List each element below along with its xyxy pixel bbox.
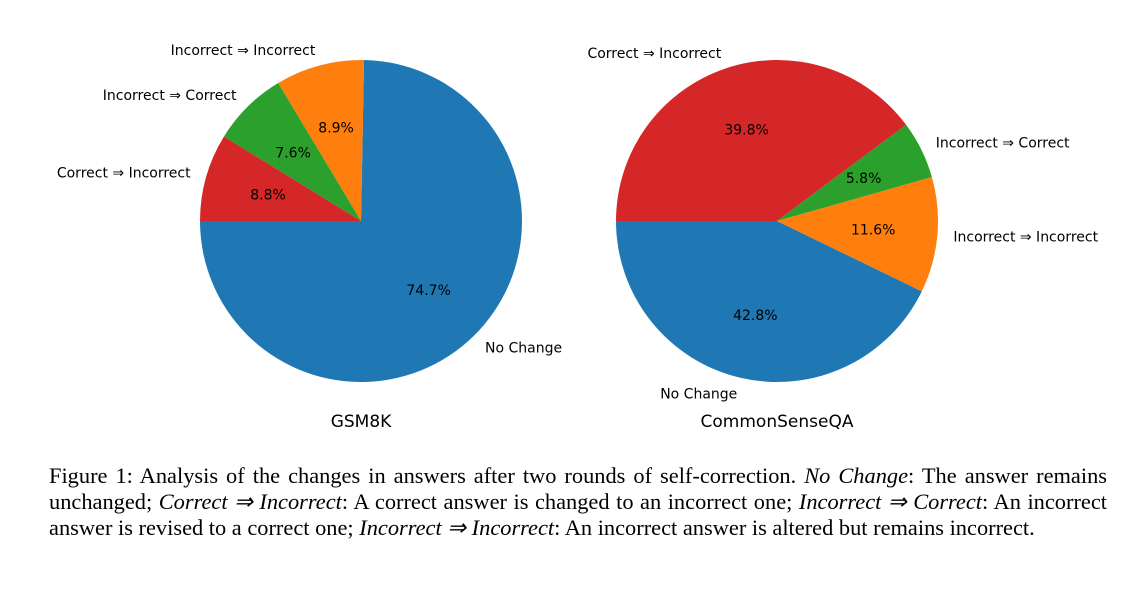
slice-percentage-label: 8.9% bbox=[318, 121, 354, 137]
pie-slice-correct-incorrect bbox=[616, 59, 907, 221]
slice-category-label: Incorrect ⇒ Incorrect bbox=[953, 230, 1098, 246]
pie-slice-incorrect-incorrect bbox=[777, 177, 939, 292]
pie-slice-no-change bbox=[200, 60, 522, 383]
caption-desc-no-change: : The answer remains unchanged; bbox=[49, 463, 1107, 514]
slice-category-label: No Change bbox=[660, 387, 737, 403]
caption-desc-incorrect-correct: : An incorrect answer is revised to a co… bbox=[49, 489, 1108, 540]
slice-percentage-label: 8.8% bbox=[250, 188, 286, 204]
slice-category-label: Correct ⇒ Incorrect bbox=[57, 166, 191, 182]
slice-category-label: Incorrect ⇒ Correct bbox=[936, 136, 1070, 152]
slice-category-label: Incorrect ⇒ Incorrect bbox=[171, 43, 316, 59]
commonsenseqa-title: CommonSenseQA bbox=[701, 412, 854, 432]
slice-percentage-label: 74.7% bbox=[406, 283, 450, 299]
slice-category-label: Incorrect ⇒ Correct bbox=[103, 88, 237, 104]
slice-percentage-label: 42.8% bbox=[733, 308, 777, 324]
slice-percentage-label: 11.6% bbox=[851, 222, 895, 238]
pie-slice-no-change bbox=[616, 221, 922, 383]
slice-category-label: Correct ⇒ Incorrect bbox=[587, 46, 721, 62]
gsm8k-title: GSM8K bbox=[331, 412, 392, 432]
caption-desc-incorrect-incorrect: : An incorrect answer is altered but rem… bbox=[554, 515, 1035, 540]
slice-category-label: No Change bbox=[485, 340, 562, 356]
caption-term-incorrect-incorrect: Incorrect ⇒ Incorrect bbox=[359, 515, 555, 540]
caption-term-no-change: No Change bbox=[804, 463, 909, 488]
commonsenseqa-pie-chart: 42.8% No Change 11.6% Incorrect ⇒ Incorrect… bbox=[587, 46, 1098, 403]
pie-slice-correct-incorrect bbox=[200, 136, 361, 221]
figure-caption: Figure 1: Analysis of the changes in ans… bbox=[49, 463, 1107, 541]
pie-charts-figure: 74.7% No Change 8.9% Incorrect ⇒ Incorrect 7… bbox=[57, 43, 1099, 432]
pie-slice-incorrect-correct bbox=[777, 124, 932, 221]
caption-term-correct-incorrect: Correct ⇒ Incorrect bbox=[158, 489, 342, 514]
caption-term-incorrect-correct: Incorrect ⇒ Correct bbox=[798, 489, 983, 514]
slice-percentage-label: 5.8% bbox=[846, 171, 882, 187]
pie-slice-incorrect-correct bbox=[223, 82, 361, 222]
slice-percentage-label: 39.8% bbox=[724, 122, 768, 138]
caption-prefix: Figure 1: Analysis of the changes in ans… bbox=[49, 463, 805, 488]
slice-percentage-label: 7.6% bbox=[275, 145, 311, 161]
gsm8k-pie-chart: 74.7% No Change 8.9% Incorrect ⇒ Incorrect 7… bbox=[57, 43, 562, 383]
pie-slice-incorrect-incorrect bbox=[278, 60, 365, 221]
caption-desc-correct-incorrect: : A correct answer is changed to an inco… bbox=[341, 489, 799, 514]
